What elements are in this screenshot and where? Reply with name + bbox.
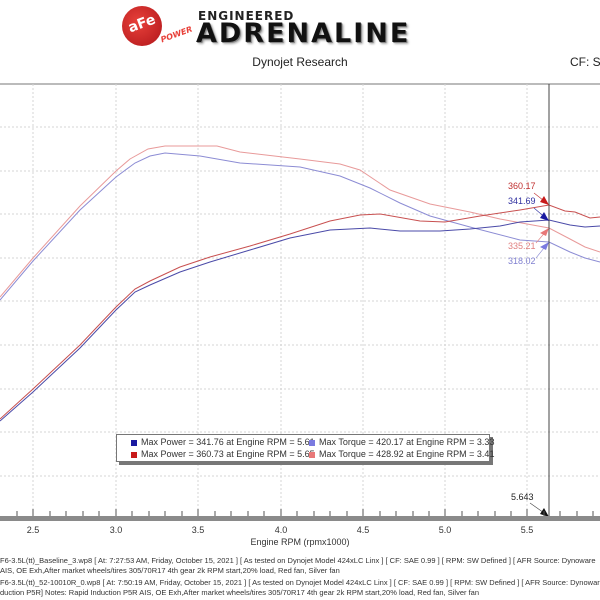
header: aFe POWER ENGINEERED ADRENALINE Dynojet … <box>0 0 600 80</box>
legend-item-power-baseline: Max Power = 341.76 at Engine RPM = 5.61 <box>131 436 315 448</box>
legend-label: Max Torque = 428.92 at Engine RPM = 3.41 <box>319 449 495 459</box>
logo-engineered-text: ENGINEERED <box>198 9 295 23</box>
cursor-rpm-value: 5.643 <box>511 492 534 502</box>
x-axis-label: Engine RPM (rpmx1000) <box>250 537 350 547</box>
chart-title: Dynojet Research <box>252 55 348 69</box>
legend-swatch-icon <box>309 451 315 458</box>
x-tick-label: 5.0 <box>438 525 452 535</box>
legend-label: Max Power = 360.73 at Engine RPM = 5.65 <box>141 449 315 459</box>
x-tick-label: 4.0 <box>274 525 288 535</box>
legend-label: Max Torque = 420.17 at Engine RPM = 3.33 <box>319 437 495 447</box>
cursor-value-torque-modified: 335.21 <box>508 241 536 251</box>
legend-item-torque-modified: Max Torque = 428.92 at Engine RPM = 3.41 <box>309 448 494 460</box>
x-tick-label: 3.5 <box>191 525 205 535</box>
torque-baseline-curve <box>0 152 600 301</box>
legend-item-power-modified: Max Power = 360.73 at Engine RPM = 5.65 <box>131 448 315 460</box>
footer-run1-line1: F6-3.5L(tt)_Baseline_3.wp8 [ At: 7:27:53… <box>0 556 596 565</box>
x-tick-label: 4.5 <box>356 525 370 535</box>
chart-legend: Max Power = 341.76 at Engine RPM = 5.61 … <box>116 434 494 462</box>
x-axis-ticks <box>16 509 594 516</box>
torque-modified-curve <box>0 145 600 298</box>
x-tick-label: 2.5 <box>26 525 40 535</box>
footer-run2-line1: F6-3.5L(tt)_52-10010R_0.wp8 [ At: 7:50:1… <box>0 578 600 587</box>
cursor-value-power-baseline: 341.69 <box>508 196 536 206</box>
logo-adrenaline-text: ADRENALINE <box>196 18 411 49</box>
legend-swatch-icon <box>131 439 137 446</box>
legend-item-torque-baseline: Max Torque = 420.17 at Engine RPM = 3.33 <box>309 436 494 448</box>
power-modified-curve <box>0 204 600 420</box>
cursor-value-torque-baseline: 318.02 <box>508 256 536 266</box>
legend-swatch-icon <box>131 451 137 458</box>
cursor-value-power-modified: 360.17 <box>508 181 536 191</box>
correction-factor-label: CF: SA <box>570 55 600 69</box>
x-tick-label: 5.5 <box>520 525 534 535</box>
grid-horizontal <box>0 126 600 477</box>
legend-swatch-icon <box>309 439 315 446</box>
legend-label: Max Power = 341.76 at Engine RPM = 5.61 <box>141 437 315 447</box>
footer-run1-line2: AIS, OE Exh,After market wheels/tires 30… <box>0 566 340 575</box>
power-baseline-curve <box>0 219 600 422</box>
afe-logo-badge <box>122 6 162 46</box>
footer-run2-line2: duction P5R] Notes: Rapid Induction P5R … <box>0 588 479 597</box>
x-axis-bar <box>0 516 600 521</box>
x-tick-label: 3.0 <box>109 525 123 535</box>
